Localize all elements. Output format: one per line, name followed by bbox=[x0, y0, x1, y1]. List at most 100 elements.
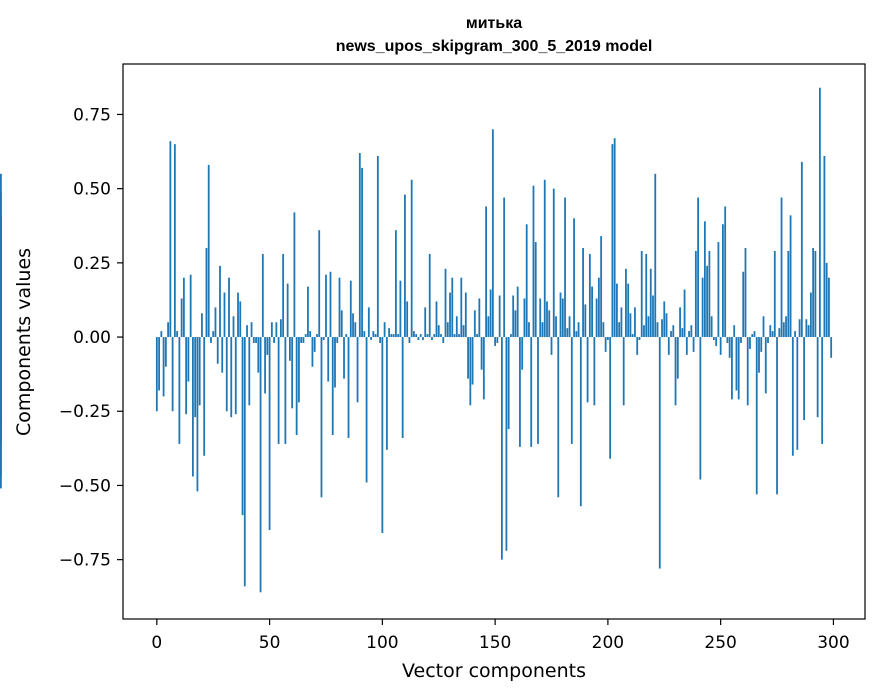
bar bbox=[295, 337, 298, 435]
bar bbox=[464, 292, 467, 338]
bar bbox=[604, 337, 607, 352]
bar bbox=[473, 310, 476, 338]
bar bbox=[722, 224, 724, 338]
bar bbox=[785, 316, 787, 338]
bar bbox=[363, 331, 366, 338]
bar bbox=[706, 265, 709, 338]
bar bbox=[625, 268, 627, 338]
bar bbox=[469, 337, 472, 406]
bar bbox=[496, 337, 499, 343]
bar bbox=[681, 328, 684, 338]
bar bbox=[307, 286, 309, 338]
bar bbox=[160, 331, 163, 338]
bar bbox=[539, 298, 542, 338]
bar bbox=[406, 301, 409, 338]
bar bbox=[760, 337, 763, 352]
bar bbox=[449, 292, 451, 338]
bar bbox=[194, 337, 197, 418]
bar bbox=[0, 337, 2, 370]
bar bbox=[498, 295, 501, 338]
bar bbox=[521, 337, 524, 370]
bar bbox=[203, 337, 206, 456]
bar bbox=[620, 307, 623, 338]
bar bbox=[776, 337, 778, 495]
bar bbox=[320, 337, 323, 498]
bar bbox=[266, 337, 269, 355]
bar bbox=[740, 337, 742, 343]
bar bbox=[471, 337, 474, 385]
bar bbox=[426, 334, 429, 338]
bar bbox=[176, 331, 179, 338]
bar bbox=[555, 316, 557, 338]
bar bbox=[809, 292, 812, 338]
bar bbox=[816, 337, 819, 418]
bar bbox=[543, 179, 546, 338]
bar bbox=[519, 337, 521, 447]
bar bbox=[787, 250, 790, 338]
bar bbox=[480, 337, 483, 370]
bar bbox=[316, 334, 318, 338]
bar bbox=[399, 280, 402, 338]
bar bbox=[158, 337, 160, 391]
bar bbox=[688, 331, 690, 338]
bar bbox=[270, 322, 273, 338]
bar bbox=[356, 337, 359, 403]
bar bbox=[807, 325, 810, 338]
bar bbox=[500, 337, 503, 560]
bar bbox=[643, 325, 645, 338]
bar bbox=[372, 331, 375, 338]
bar bbox=[692, 337, 695, 352]
bar bbox=[383, 322, 386, 338]
bar bbox=[728, 337, 731, 358]
bar bbox=[440, 334, 442, 338]
bar bbox=[629, 313, 632, 338]
bar bbox=[584, 304, 587, 338]
bar bbox=[746, 337, 749, 406]
bar bbox=[286, 283, 289, 338]
bar bbox=[638, 337, 641, 341]
bar bbox=[419, 334, 422, 338]
bar bbox=[431, 337, 433, 341]
bar bbox=[566, 328, 569, 338]
bar bbox=[656, 322, 659, 338]
bar bbox=[349, 280, 352, 338]
bar bbox=[257, 337, 260, 373]
bar bbox=[616, 283, 618, 338]
bar bbox=[433, 334, 436, 338]
bar bbox=[796, 337, 799, 450]
bar bbox=[331, 337, 334, 435]
bar bbox=[683, 289, 686, 338]
bar bbox=[579, 337, 582, 507]
bar bbox=[758, 337, 760, 373]
bar bbox=[376, 156, 379, 338]
bar bbox=[791, 337, 794, 456]
bar bbox=[241, 337, 244, 516]
bar bbox=[699, 337, 702, 480]
bar bbox=[573, 218, 575, 338]
bar bbox=[661, 319, 663, 338]
bar bbox=[381, 337, 384, 533]
bar bbox=[672, 325, 675, 338]
bar bbox=[564, 197, 566, 338]
bar bbox=[726, 337, 729, 343]
bar bbox=[0, 215, 2, 338]
bar bbox=[631, 334, 634, 338]
bar bbox=[205, 248, 208, 338]
bar bbox=[282, 253, 285, 338]
bar bbox=[237, 292, 239, 338]
bar bbox=[185, 337, 188, 415]
bar bbox=[694, 250, 697, 338]
bar bbox=[397, 334, 400, 338]
bar bbox=[246, 325, 248, 338]
bar bbox=[568, 316, 571, 338]
bar bbox=[485, 206, 487, 338]
bar bbox=[415, 334, 418, 338]
y-axis-label: Components values bbox=[13, 248, 35, 436]
bar bbox=[173, 144, 176, 338]
bar bbox=[482, 337, 485, 400]
bar bbox=[428, 253, 431, 338]
bar bbox=[460, 277, 463, 338]
bar bbox=[239, 301, 242, 338]
bar bbox=[487, 316, 490, 338]
bar bbox=[652, 295, 654, 338]
